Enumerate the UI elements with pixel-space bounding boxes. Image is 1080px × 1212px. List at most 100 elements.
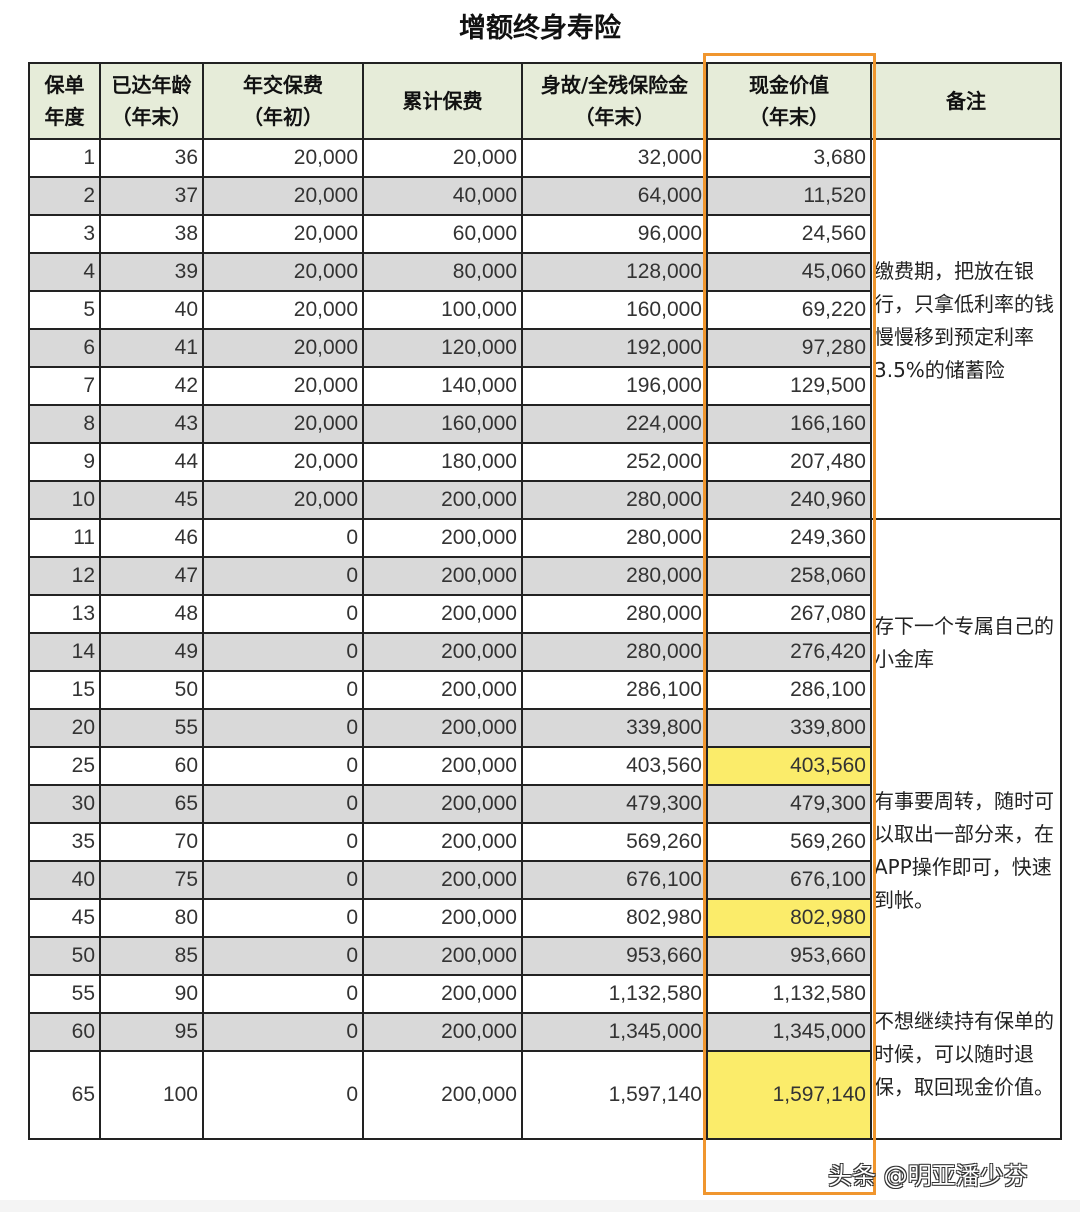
table-cell: 200,000 (362, 860, 523, 900)
watermark: 头条 @明亚潘少芬 (828, 1162, 1028, 1190)
table-cell: 0 (202, 822, 364, 862)
table-cell: 39 (99, 252, 204, 292)
table-cell: 8 (28, 404, 101, 444)
table-row: 8 43 20,000 160,000 224,000 166,160 (28, 404, 1061, 444)
table-cell: 207,480 (706, 442, 872, 482)
table-cell: 166,160 (706, 404, 872, 444)
table-cell: 40,000 (362, 176, 523, 216)
table-cell: 20,000 (202, 328, 364, 368)
table-cell: 46 (99, 518, 204, 558)
table-cell: 339,800 (706, 708, 872, 748)
table-cell: 339,800 (521, 708, 708, 748)
header-text: （年末） (111, 105, 192, 129)
table-cell: 2 (28, 176, 101, 216)
table-cell: 60 (99, 746, 204, 786)
table-cell: 252,000 (521, 442, 708, 482)
table-cell: 1,597,140 (521, 1050, 708, 1140)
table-cell: 85 (99, 936, 204, 976)
table-cell: 129,500 (706, 366, 872, 406)
table-cell: 90 (99, 974, 204, 1014)
table-cell: 200,000 (362, 518, 523, 558)
table-cell: 49 (99, 632, 204, 672)
table-cell: 20,000 (202, 176, 364, 216)
column-header: 已达年龄 （年末） (99, 62, 204, 140)
table-cell: 10 (28, 480, 101, 520)
table-cell: 0 (202, 556, 364, 596)
table-cell: 280,000 (521, 556, 708, 596)
table-cell: 953,660 (521, 936, 708, 976)
table-cell: 30 (28, 784, 101, 824)
table-cell: 6 (28, 328, 101, 368)
table-cell: 1,597,140 (706, 1050, 872, 1140)
table-cell: 0 (202, 632, 364, 672)
header-text: 年度 (44, 105, 85, 129)
table-cell: 0 (202, 518, 364, 558)
table-cell: 286,100 (521, 670, 708, 710)
table-cell: 75 (99, 860, 204, 900)
table-cell: 32,000 (521, 138, 708, 178)
table-cell: 0 (202, 708, 364, 748)
header-text: （年末） (749, 105, 829, 129)
table-cell: 200,000 (362, 1012, 523, 1052)
table-cell: 25 (28, 746, 101, 786)
header-text: 年交保费 (243, 73, 323, 97)
note-text: 存下一个专属自己的小金库 (874, 614, 1054, 671)
header-text: 已达年龄 (111, 73, 192, 97)
table-cell: 140,000 (362, 366, 523, 406)
column-header: 年交保费 （年初） (202, 62, 364, 140)
table-cell: 7 (28, 366, 101, 406)
table-row: 9 44 20,000 180,000 252,000 207,480 (28, 442, 1061, 482)
table-cell: 20,000 (202, 214, 364, 254)
table-cell: 20,000 (202, 480, 364, 520)
table-cell: 128,000 (521, 252, 708, 292)
table-cell: 65 (99, 784, 204, 824)
table-cell: 13 (28, 594, 101, 634)
header-text: 身故/全残保险金 (540, 73, 689, 97)
table-row: 20 55 0 200,000 339,800 339,800 (28, 708, 1061, 748)
table-cell: 0 (202, 936, 364, 976)
table-cell: 0 (202, 784, 364, 824)
insurance-table: 保单 年度 已达年龄 （年末） 年交保费 （年初） 累计保费 身故/全残保险金 （年末） 现金价值… (28, 62, 1062, 1140)
table-cell: 35 (28, 822, 101, 862)
note-cell: 缴费期，把放在银行，只拿低利率的钱慢慢移到预定利率3.5%的储蓄险 (870, 138, 1062, 520)
table-cell: 3,680 (706, 138, 872, 178)
table-cell: 20,000 (362, 138, 523, 178)
column-header: 现金价值 （年末） (706, 62, 872, 140)
table-cell: 64,000 (521, 176, 708, 216)
table-cell: 1,345,000 (706, 1012, 872, 1052)
table-cell: 1,132,580 (706, 974, 872, 1014)
table-cell: 11,520 (706, 176, 872, 216)
table-cell: 180,000 (362, 442, 523, 482)
table-cell: 200,000 (362, 898, 523, 938)
table-cell: 20,000 (202, 138, 364, 178)
header-text: （年末） (574, 105, 655, 129)
table-row: 35 70 0 200,000 569,260 569,260 (28, 822, 1061, 862)
table-row: 40 75 0 200,000 676,100 676,100 (28, 860, 1061, 900)
table-cell: 50 (99, 670, 204, 710)
table-cell: 11 (28, 518, 101, 558)
table-cell: 20,000 (202, 290, 364, 330)
page-title: 增额终身寿险 (459, 13, 621, 44)
table-cell: 43 (99, 404, 204, 444)
table-cell: 9 (28, 442, 101, 482)
column-header: 身故/全残保险金 （年末） (521, 62, 708, 140)
table-cell: 0 (202, 898, 364, 938)
header-text: 备注 (946, 89, 986, 113)
table-cell: 45,060 (706, 252, 872, 292)
table-cell: 280,000 (521, 594, 708, 634)
table-cell: 95 (99, 1012, 204, 1052)
table-cell: 479,300 (521, 784, 708, 824)
table-cell: 1 (28, 138, 101, 178)
table-cell: 41 (99, 328, 204, 368)
table-cell: 44 (99, 442, 204, 482)
table-cell: 200,000 (362, 936, 523, 976)
table-cell: 200,000 (362, 670, 523, 710)
table-cell: 200,000 (362, 632, 523, 672)
table-cell: 1,132,580 (521, 974, 708, 1014)
table-cell: 20,000 (202, 252, 364, 292)
table-cell: 97,280 (706, 328, 872, 368)
table-cell: 0 (202, 1050, 364, 1140)
table-cell: 5 (28, 290, 101, 330)
table-cell: 100 (99, 1050, 204, 1140)
header-text: 保单 (44, 73, 85, 97)
